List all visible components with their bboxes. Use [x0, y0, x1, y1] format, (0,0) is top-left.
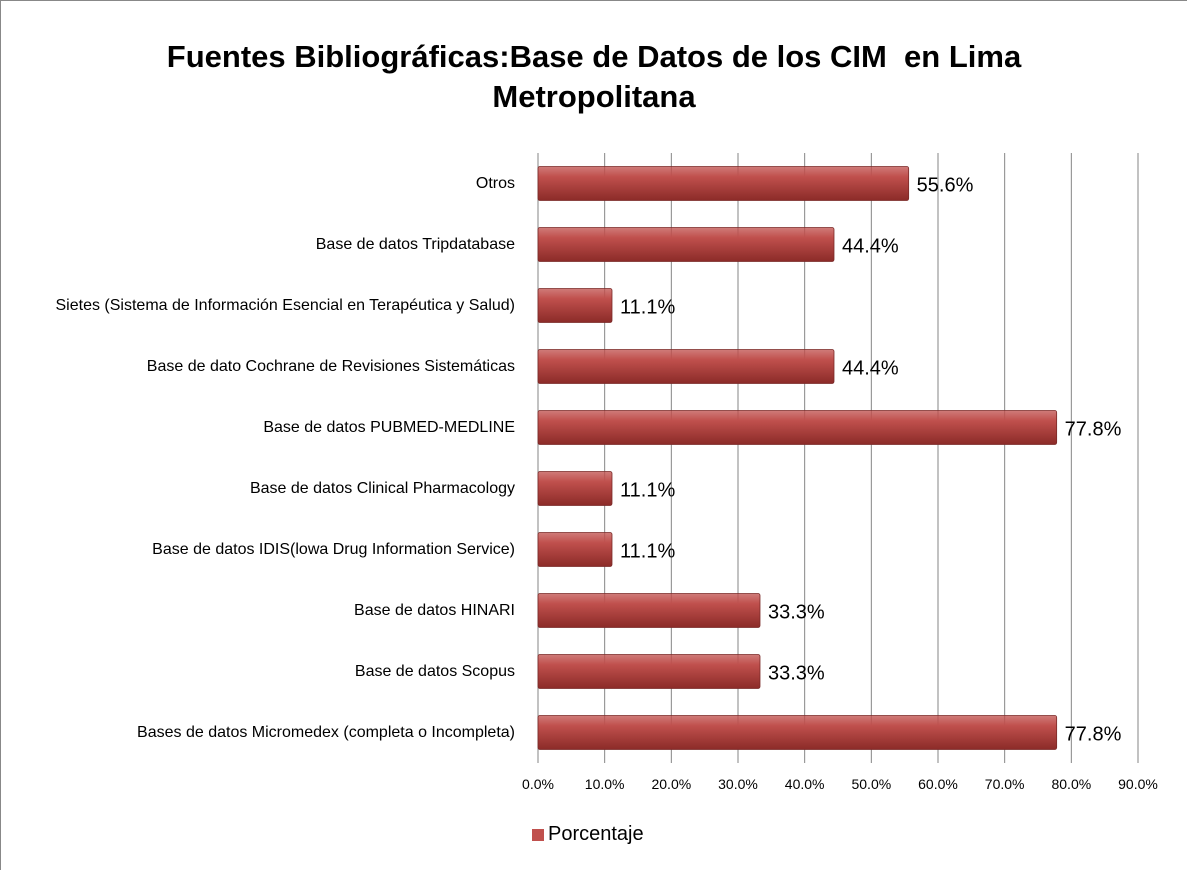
bar [537, 349, 835, 384]
bar [537, 715, 1058, 750]
data-label: 11.1% [620, 540, 676, 562]
legend-label: Porcentaje [548, 823, 644, 845]
x-tick-label: 10.0% [584, 776, 625, 792]
data-label: 77.8% [1064, 418, 1122, 440]
x-tick-label: 30.0% [718, 776, 758, 792]
x-tick-label: 60.0% [918, 776, 958, 792]
y-tick-label: Base de datos Scopus [354, 662, 515, 680]
y-tick-label: Base de datos Tripdatabase [315, 235, 515, 253]
bar [537, 532, 613, 567]
x-tick-label: 0.0% [522, 776, 554, 792]
x-tick-label: 20.0% [651, 776, 692, 792]
y-tick-label: Base de datos HINARI [354, 601, 515, 619]
x-tick-label: 50.0% [851, 776, 892, 792]
y-tick-label: Base de datos IDIS(lowa Drug Information… [152, 540, 515, 558]
y-tick-label: Sietes (Sistema de Información Esencial … [55, 296, 516, 314]
bar [537, 227, 835, 262]
bar [537, 288, 613, 323]
bar [537, 471, 613, 506]
legend-swatch [532, 828, 544, 841]
data-label: 44.4% [842, 235, 899, 257]
x-tick-label: 80.0% [1051, 776, 1092, 792]
y-tick-label: Base de dato Cochrane de Revisiones Sist… [146, 357, 515, 375]
data-label: 11.1% [620, 479, 676, 501]
y-tick-label: Base de datos Clinical Pharmacology [249, 479, 515, 497]
x-tick-label: 40.0% [784, 776, 825, 792]
bar [537, 410, 1058, 445]
x-tick-label: 70.0% [984, 776, 1025, 792]
bar [537, 593, 761, 628]
bar [537, 654, 761, 689]
data-label: 77.8% [1064, 723, 1122, 745]
legend: Porcentaje [532, 823, 644, 846]
chart-title: Fuentes Bibliográficas:Base de Datos de … [166, 39, 1030, 114]
data-label: 11.1% [620, 296, 676, 318]
y-tick-label: Bases de datos Micromedex (completa o In… [137, 723, 515, 741]
x-tick-label: 90.0% [1118, 776, 1158, 792]
bar [537, 166, 910, 201]
y-tick-label: Otros [475, 174, 515, 192]
data-label: 33.3% [768, 662, 825, 684]
data-label: 55.6% [916, 174, 974, 196]
data-label: 33.3% [768, 601, 825, 623]
data-label: 44.4% [842, 357, 899, 379]
y-tick-label: Base de datos PUBMED-MEDLINE [263, 418, 515, 436]
